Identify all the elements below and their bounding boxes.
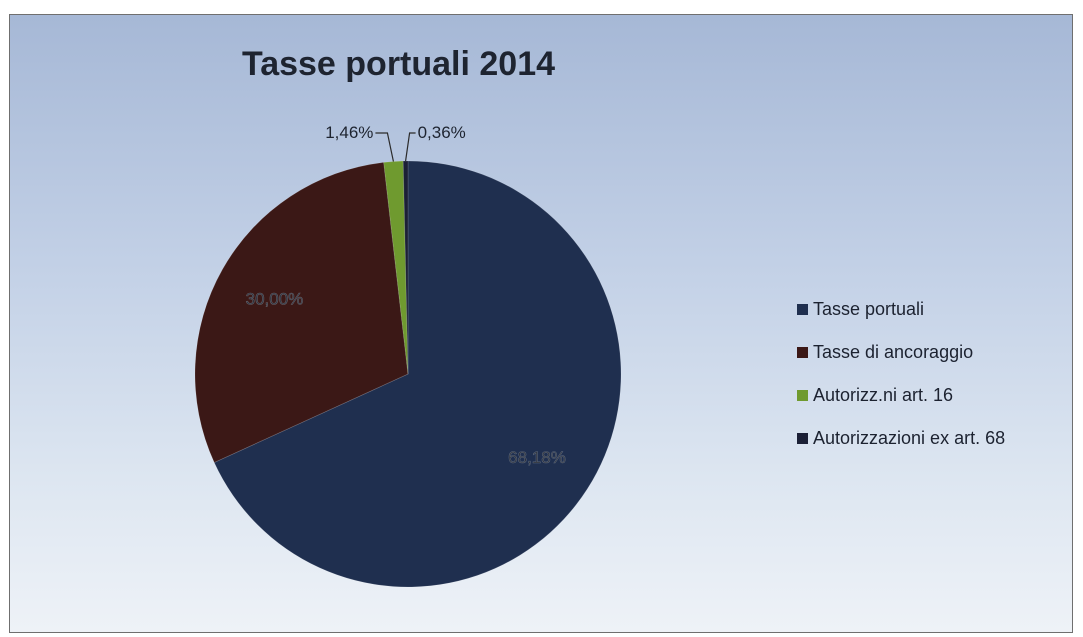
legend-swatch: [797, 389, 808, 401]
pie-slice-tasse-di-ancoraggio: [194, 161, 409, 464]
data-label-autorizzazioni-ex-art-68: 0,36%: [418, 123, 466, 142]
legend-swatch: [797, 346, 808, 358]
legend-label: Autorizz.ni art. 16: [813, 384, 954, 405]
legend-label: Autorizzazioni ex art. 68: [813, 427, 1006, 448]
legend-label: Tasse portuali: [813, 298, 925, 319]
legend-item-tasse-portuali: Tasse portuali: [797, 298, 1005, 320]
legend-item-tasse-di-ancoraggio: Tasse di ancoraggio: [797, 341, 1005, 363]
pie-slice-tasse-portuali: [213, 160, 622, 588]
leader-line: [375, 132, 395, 162]
legend-swatch: [797, 303, 808, 315]
data-label-autorizz-ni-art-16: 1,46%: [325, 123, 373, 142]
chart-title: Tasse portuali 2014: [241, 45, 556, 83]
data-label-tasse-portuali: 68,18%: [508, 448, 566, 467]
legend-swatch: [797, 432, 808, 444]
leader-line: [404, 132, 416, 162]
legend-label: Tasse di ancoraggio: [813, 341, 974, 362]
legend: Tasse portuali Tasse di ancoraggio Autor…: [797, 298, 1005, 470]
legend-item-autorizzazioni-ex-art-68: Autorizzazioni ex art. 68: [797, 427, 1005, 449]
legend-item-autorizz-art-16: Autorizz.ni art. 16: [797, 384, 1005, 406]
data-label-tasse-di-ancoraggio: 30,00%: [246, 290, 304, 309]
pie-chart: 68,18% 30,00% 1,46% 0,36%: [194, 123, 622, 588]
chart-frame: Tasse portuali 2014 68,18% 30,00% 1,46% 0,3…: [9, 14, 1073, 633]
